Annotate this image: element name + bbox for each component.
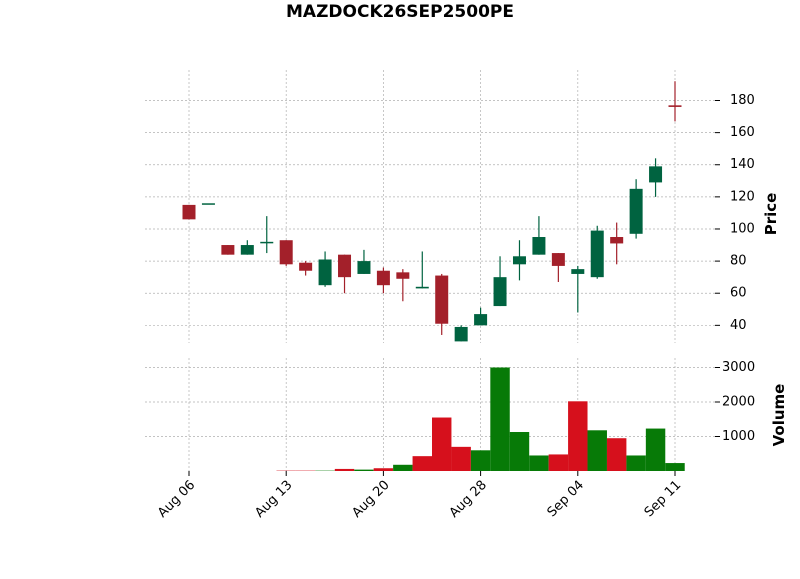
candle-body xyxy=(532,237,545,255)
x-tick-label: Aug 28 xyxy=(447,478,490,521)
volume-bar xyxy=(626,455,645,471)
x-tick-label: Sep 04 xyxy=(545,478,588,521)
candle-body xyxy=(435,276,448,324)
candle-body xyxy=(183,205,196,219)
volume-bar xyxy=(354,470,373,471)
volume-bar xyxy=(490,367,509,471)
volume-bar xyxy=(413,456,432,471)
candle-body xyxy=(338,255,351,277)
y-tick-label: 60 xyxy=(730,286,747,301)
volume-tick-label: 1000 xyxy=(722,429,755,444)
volume-bar xyxy=(451,447,470,471)
volume-bar xyxy=(471,450,490,471)
y-tick-label: 180 xyxy=(730,93,755,108)
volume-bar xyxy=(607,438,626,471)
volume-bar xyxy=(510,432,529,471)
y-tick-label: 80 xyxy=(730,254,747,269)
candle-body xyxy=(494,277,507,306)
candle-body xyxy=(357,261,370,274)
volume-bar xyxy=(432,418,451,471)
candle-body xyxy=(319,259,332,285)
candle-body xyxy=(591,231,604,278)
y-tick-label: 40 xyxy=(730,318,747,333)
y-tick-label: 100 xyxy=(730,221,755,236)
volume-bar xyxy=(646,429,665,471)
candle-body xyxy=(669,105,682,107)
candle-body xyxy=(377,271,390,285)
x-tick-label: Sep 11 xyxy=(642,478,685,521)
candle-body xyxy=(299,263,312,271)
x-tick-label: Aug 06 xyxy=(155,478,198,521)
candle-body xyxy=(455,327,468,341)
y-tick-label: 160 xyxy=(730,125,755,140)
candle-body xyxy=(280,240,293,264)
candle-body xyxy=(202,203,215,205)
x-tick-label: Aug 13 xyxy=(252,478,295,521)
candle-body xyxy=(630,189,643,234)
candle-body xyxy=(649,166,662,182)
candle-body xyxy=(610,237,623,243)
candle-body xyxy=(241,245,254,255)
candle-body xyxy=(513,256,526,264)
volume-bar xyxy=(393,465,412,471)
y-tick-label: 140 xyxy=(730,157,755,172)
candle-body xyxy=(416,287,429,289)
candle-body xyxy=(571,269,584,274)
y-axis-label: Price xyxy=(762,193,780,236)
volume-bar xyxy=(335,469,354,471)
chart-title: MAZDOCK26SEP2500PE xyxy=(286,2,514,22)
volume-bar xyxy=(588,430,607,471)
volume-bar xyxy=(549,454,568,471)
candle-body xyxy=(396,272,409,278)
volume-bar xyxy=(529,455,548,471)
candle-body xyxy=(260,242,273,244)
volume-bar xyxy=(568,401,587,471)
volume-bar xyxy=(665,463,684,471)
volume-tick-label: 2000 xyxy=(722,394,755,409)
candle-body xyxy=(552,253,565,266)
volume-axis-label: Volume xyxy=(770,384,788,447)
candle-body xyxy=(221,245,234,255)
volume-tick-label: 3000 xyxy=(722,360,755,375)
candle-body xyxy=(474,314,487,325)
volume-bar xyxy=(374,468,393,471)
y-tick-label: 120 xyxy=(730,189,755,204)
x-tick-label: Aug 20 xyxy=(350,478,393,521)
